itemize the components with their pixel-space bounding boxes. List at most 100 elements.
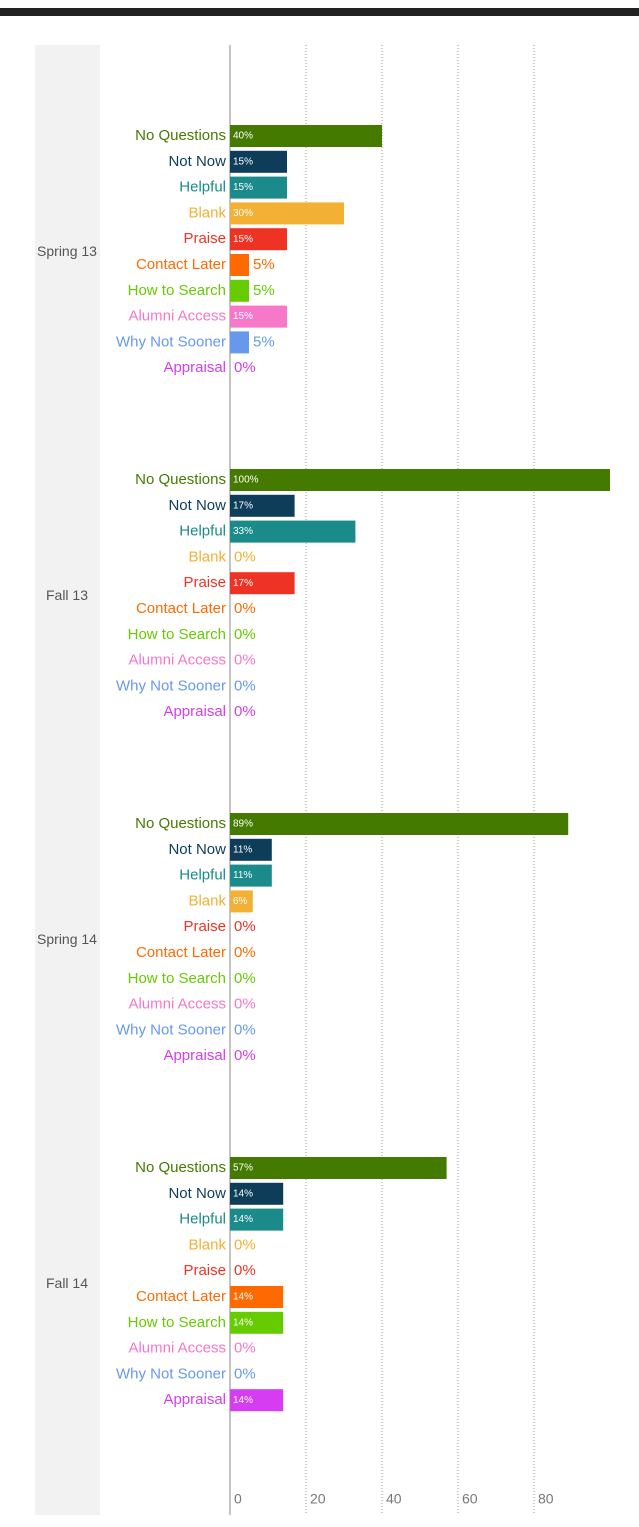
value-label: 0% [234, 652, 256, 669]
group-label: Fall 14 [46, 1275, 88, 1291]
series-label: Appraisal [163, 359, 226, 376]
group-label: Spring 13 [37, 243, 97, 259]
series-label: Not Now [168, 1185, 226, 1202]
value-label: 0% [234, 359, 256, 376]
bar [230, 305, 287, 328]
value-label: 15% [233, 182, 253, 193]
series-label: Contact Later [136, 944, 226, 961]
series-label: Praise [183, 574, 226, 591]
x-tick-label: 20 [310, 1491, 326, 1507]
value-label: 0% [234, 548, 256, 565]
series-label: Helpful [179, 1211, 226, 1228]
value-label: 11% [233, 870, 252, 881]
series-label: Helpful [179, 523, 226, 540]
value-label: 100% [233, 475, 259, 486]
series-label: Appraisal [163, 1391, 226, 1408]
series-label: Praise [183, 230, 226, 247]
value-label: 33% [233, 526, 253, 537]
x-tick-label: 80 [538, 1491, 554, 1507]
value-label: 0% [234, 1236, 256, 1253]
value-label: 0% [234, 970, 256, 987]
series-label: No Questions [135, 815, 226, 832]
series-label: Not Now [168, 497, 226, 514]
value-label: 0% [234, 1262, 256, 1279]
bar [230, 890, 253, 913]
value-label: 0% [234, 918, 256, 935]
value-label: 30% [233, 208, 253, 219]
value-label: 0% [234, 677, 256, 694]
series-label: Appraisal [163, 1047, 226, 1064]
bar [230, 1208, 284, 1231]
value-label: 14% [233, 1317, 253, 1328]
series-label: Not Now [168, 153, 226, 170]
bar [230, 1182, 284, 1205]
series-label: Blank [188, 204, 226, 221]
value-label: 5% [253, 256, 275, 273]
value-label: 0% [234, 1365, 256, 1382]
value-label: 17% [233, 578, 253, 589]
bar [230, 228, 287, 251]
series-label: Helpful [179, 867, 226, 884]
bar [230, 469, 610, 491]
bar [230, 1389, 284, 1412]
series-label: How to Search [128, 1314, 226, 1331]
x-tick-label: 40 [386, 1491, 402, 1507]
value-label: 15% [233, 311, 253, 322]
bar [230, 813, 569, 835]
value-label: 0% [234, 703, 256, 720]
series-label: Contact Later [136, 256, 226, 273]
bar [230, 331, 249, 354]
series-label: Alumni Access [128, 308, 226, 325]
series-label: Contact Later [136, 600, 226, 617]
bar [230, 125, 382, 147]
value-label: 0% [234, 1340, 256, 1357]
series-label: Contact Later [136, 1288, 226, 1305]
series-label: How to Search [128, 970, 226, 987]
value-label: 0% [234, 1021, 256, 1038]
value-label: 57% [233, 1163, 253, 1174]
series-label: Appraisal [163, 703, 226, 720]
bar [230, 494, 295, 517]
series-label: Why Not Sooner [116, 1365, 226, 1382]
value-label: 5% [253, 333, 275, 350]
series-label: Blank [188, 1236, 226, 1253]
series-label: No Questions [135, 1159, 226, 1176]
value-label: 0% [234, 600, 256, 617]
bar [230, 1311, 284, 1334]
bar [230, 520, 356, 543]
group-column [35, 45, 100, 1515]
series-label: How to Search [128, 626, 226, 643]
value-label: 6% [233, 896, 248, 907]
value-label: 5% [253, 282, 275, 299]
value-label: 0% [234, 1047, 256, 1064]
group-label: Spring 14 [37, 931, 97, 947]
series-label: Praise [183, 1262, 226, 1279]
value-label: 0% [234, 996, 256, 1013]
value-label: 14% [233, 1395, 253, 1406]
series-label: Helpful [179, 179, 226, 196]
top-bar [0, 8, 639, 16]
series-label: Blank [188, 548, 226, 565]
value-label: 40% [233, 131, 253, 142]
series-label: No Questions [135, 127, 226, 144]
bar [230, 202, 344, 225]
value-label: 0% [234, 626, 256, 643]
series-label: Why Not Sooner [116, 677, 226, 694]
series-label: Alumni Access [128, 1340, 226, 1357]
series-label: Why Not Sooner [116, 333, 226, 350]
series-label: No Questions [135, 471, 226, 488]
series-label: Alumni Access [128, 652, 226, 669]
value-label: 89% [233, 819, 253, 830]
bar [230, 1286, 284, 1308]
bar [230, 864, 272, 887]
value-label: 14% [233, 1188, 253, 1199]
bar [230, 254, 249, 276]
x-tick-label: 60 [462, 1491, 478, 1507]
value-label: 14% [233, 1214, 253, 1225]
value-label: 15% [233, 156, 253, 167]
value-label: 11% [233, 844, 252, 855]
series-label: Not Now [168, 841, 226, 858]
bar [230, 176, 287, 199]
